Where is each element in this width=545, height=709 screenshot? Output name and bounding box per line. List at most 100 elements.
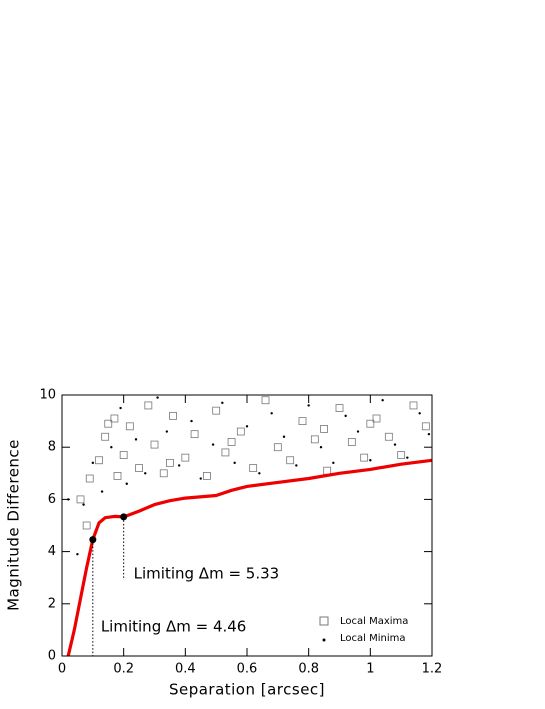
maxima-marker [212, 406, 221, 415]
legend-swatch [322, 638, 326, 642]
maxima-marker [159, 469, 168, 478]
minima-marker [233, 461, 236, 465]
maxima-marker [95, 456, 103, 465]
minima-marker [258, 472, 261, 475]
maxima-marker [320, 425, 328, 433]
maxima-marker [249, 464, 258, 472]
maxima-marker [190, 430, 199, 439]
maxima-marker [227, 438, 236, 446]
x-tick-label: 0.4 [175, 662, 196, 677]
minima-marker [110, 446, 113, 449]
minima-marker [270, 412, 273, 415]
maxima-marker [76, 495, 85, 504]
y-tick-label: 6 [48, 492, 56, 507]
minima-marker [199, 477, 202, 480]
minima-marker [418, 412, 421, 415]
limit-curve [66, 458, 433, 657]
maxima-marker [360, 453, 369, 462]
y-axis-label: Magnitude Difference [5, 439, 23, 611]
minima-marker [165, 430, 169, 433]
maxima-marker [135, 464, 143, 472]
maxima-marker [125, 422, 134, 431]
minima-marker [76, 553, 79, 556]
maxima-marker [273, 443, 282, 452]
maxima-marker [372, 414, 381, 423]
minima-marker [91, 461, 95, 465]
legend-label: Local Maxima [340, 616, 408, 627]
y-tick-label: 8 [48, 440, 56, 455]
minima-marker [393, 443, 397, 446]
minima-marker [125, 482, 128, 485]
annotation-label: Limiting Δm = 4.46 [101, 618, 247, 636]
maxima-marker [221, 448, 230, 457]
minima-marker [144, 472, 147, 475]
minima-marker [211, 443, 215, 446]
maxima-marker [169, 411, 177, 420]
maxima-marker [261, 396, 270, 405]
maxima-marker [236, 427, 245, 436]
legend-swatch [319, 616, 329, 626]
maxima-marker [104, 419, 113, 428]
maxima-marker [82, 521, 91, 530]
minima-marker [381, 399, 384, 402]
maxima-marker [310, 435, 319, 444]
maxima-marker [110, 414, 119, 423]
maxima-marker [113, 472, 122, 480]
maxima-marker [119, 451, 128, 459]
minima-marker [344, 414, 347, 418]
x-tick-label: 0.8 [298, 662, 319, 677]
minima-marker [307, 404, 310, 407]
annotation-point [89, 536, 97, 544]
maxima-marker [323, 466, 332, 475]
maxima-marker [181, 453, 190, 462]
minima-marker [190, 419, 193, 423]
minima-marker [332, 461, 335, 465]
minima-marker [221, 401, 224, 405]
minima-marker [156, 396, 159, 399]
maxima-marker [144, 401, 153, 410]
x-tick-label: 0.6 [237, 662, 258, 677]
maxima-marker [421, 422, 430, 431]
minima-marker [100, 490, 104, 493]
maxima-marker [335, 404, 344, 412]
y-tick-label: 2 [48, 596, 56, 611]
plot-area [66, 396, 433, 657]
minima-marker [119, 406, 122, 410]
y-tick-label: 10 [39, 388, 56, 403]
maxima-marker [409, 401, 418, 410]
minima-marker [356, 430, 360, 433]
maxima-marker [286, 456, 295, 465]
minima-marker [177, 464, 181, 467]
maxima-marker [150, 440, 159, 449]
minima-marker [319, 446, 323, 449]
minima-marker [369, 459, 372, 462]
x-axis-label: Separation [arcsec] [169, 681, 325, 699]
maxima-marker [366, 419, 375, 428]
maxima-marker [101, 432, 110, 441]
annotation-label: Limiting Δm = 5.33 [134, 565, 280, 583]
minima-marker [245, 425, 249, 428]
maxima-marker [397, 451, 406, 459]
maxima-marker [347, 438, 356, 446]
minima-marker [427, 432, 431, 436]
legend-label: Local Minima [340, 633, 406, 644]
y-tick-label: 0 [48, 649, 56, 664]
maxima-marker [384, 432, 393, 441]
minima-marker [134, 438, 138, 441]
x-tick-label: 1 [366, 662, 374, 677]
y-tick-label: 4 [48, 544, 56, 559]
maxima-marker [203, 472, 211, 480]
annotation-point [120, 513, 128, 521]
minima-marker [82, 503, 85, 506]
maxima-marker [166, 458, 174, 467]
x-tick-label: 0 [58, 662, 66, 677]
minima-marker [406, 456, 409, 459]
maxima-marker [85, 474, 94, 483]
minima-marker [295, 464, 298, 467]
x-tick-label: 0.2 [113, 662, 134, 677]
x-tick-label: 1.2 [422, 662, 443, 677]
minima-marker [282, 435, 286, 438]
maxima-marker [298, 417, 307, 426]
